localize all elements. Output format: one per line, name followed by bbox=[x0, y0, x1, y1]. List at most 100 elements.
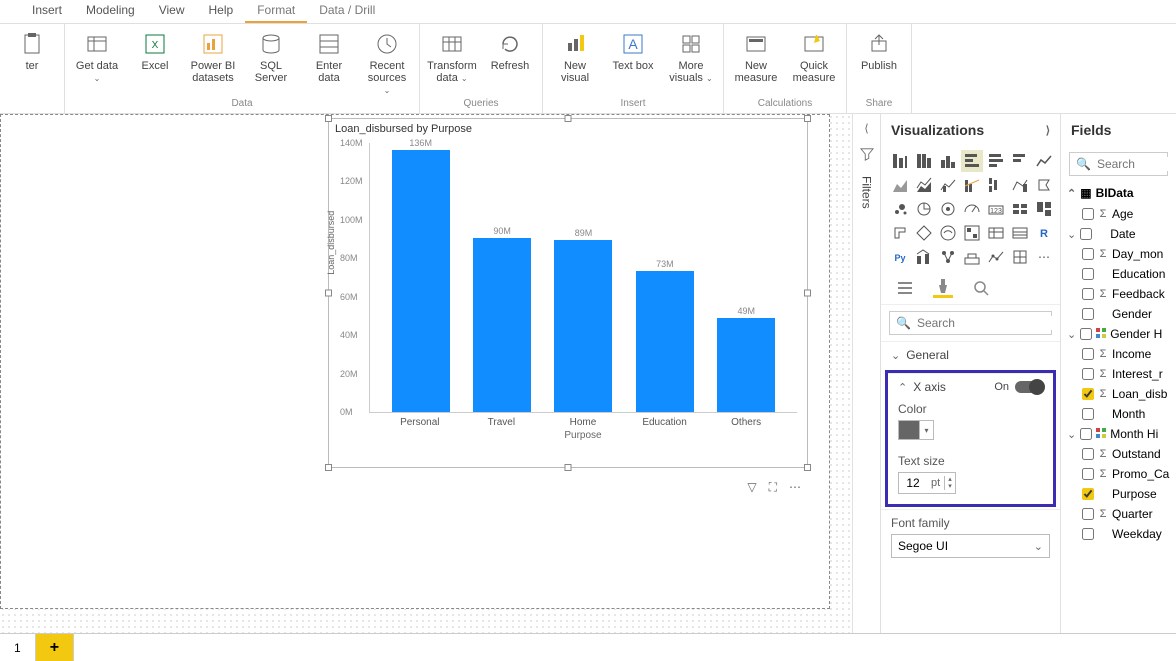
viz-type-15[interactable] bbox=[913, 198, 935, 220]
analytics-tab[interactable] bbox=[971, 278, 991, 298]
fields-tab[interactable] bbox=[895, 278, 915, 298]
format-tab[interactable] bbox=[933, 278, 953, 298]
field-checkbox[interactable] bbox=[1082, 348, 1094, 360]
focus-mode-icon[interactable]: ⛶ bbox=[769, 480, 777, 495]
field-checkbox[interactable] bbox=[1082, 368, 1094, 380]
add-page-button[interactable]: + bbox=[36, 634, 74, 661]
filters-rail[interactable]: ⟨ Filters bbox=[852, 114, 880, 633]
field-checkbox[interactable] bbox=[1082, 488, 1094, 500]
field-daymon[interactable]: ΣDay_mon bbox=[1061, 244, 1176, 264]
bar-others[interactable]: 49M bbox=[711, 306, 781, 413]
more-options-icon[interactable]: ⋯ bbox=[789, 480, 801, 495]
report-canvas[interactable]: Loan_disbursed by Purpose Loan_disbursed… bbox=[0, 114, 852, 633]
viz-type-19[interactable] bbox=[1009, 198, 1031, 220]
format-general-section[interactable]: ⌄General bbox=[881, 341, 1060, 368]
xaxis-toggle[interactable] bbox=[1015, 381, 1043, 393]
ribbon-morevisuals-button[interactable]: More visuals ⌄ bbox=[667, 26, 715, 84]
ribbon-enterdata-button[interactable]: Enter data bbox=[305, 26, 353, 84]
field-checkbox[interactable] bbox=[1082, 508, 1094, 520]
collapse-filters-icon[interactable]: ⟨ bbox=[864, 122, 868, 135]
viz-type-3[interactable] bbox=[961, 150, 983, 172]
viz-type-27[interactable]: R bbox=[1033, 222, 1055, 244]
filters-icon[interactable] bbox=[860, 147, 874, 164]
bar-chart-visual[interactable]: Loan_disbursed by Purpose Loan_disbursed… bbox=[328, 118, 808, 468]
field-checkbox[interactable] bbox=[1080, 228, 1092, 240]
bar-personal[interactable]: 136M bbox=[386, 138, 456, 412]
field-age[interactable]: ΣAge bbox=[1061, 204, 1176, 224]
format-xaxis-section[interactable]: ⌃X axis On Color ▾ Text size bbox=[888, 373, 1053, 504]
ribbon-refresh-button[interactable]: Refresh bbox=[486, 26, 534, 72]
viz-type-7[interactable] bbox=[889, 174, 911, 196]
field-checkbox[interactable] bbox=[1082, 448, 1094, 460]
viz-type-30[interactable] bbox=[937, 246, 959, 268]
menu-tab-datadrill[interactable]: Data / Drill bbox=[307, 0, 387, 23]
field-gender[interactable]: Gender bbox=[1061, 304, 1176, 324]
menu-tab-view[interactable]: View bbox=[147, 0, 197, 23]
bar-education[interactable]: 73M bbox=[630, 259, 700, 412]
viz-type-9[interactable] bbox=[937, 174, 959, 196]
ribbon-sqlserver-button[interactable]: SQL Server bbox=[247, 26, 295, 84]
viz-type-26[interactable] bbox=[1009, 222, 1031, 244]
field-genderh[interactable]: ⌄Gender H bbox=[1061, 324, 1176, 344]
viz-type-33[interactable] bbox=[1009, 246, 1031, 268]
viz-type-10[interactable] bbox=[961, 174, 983, 196]
viz-type-23[interactable] bbox=[937, 222, 959, 244]
viz-type-16[interactable] bbox=[937, 198, 959, 220]
viz-type-11[interactable] bbox=[985, 174, 1007, 196]
viz-type-31[interactable] bbox=[961, 246, 983, 268]
table-node[interactable]: ⌃ ▦ BIData bbox=[1061, 182, 1176, 204]
xaxis-textsize-input[interactable]: pt ▴▾ bbox=[898, 472, 956, 494]
ribbon-transformdata-button[interactable]: Transform data ⌄ bbox=[428, 26, 476, 84]
menu-tab-insert[interactable]: Insert bbox=[20, 0, 74, 23]
viz-type-5[interactable] bbox=[1009, 150, 1031, 172]
collapse-viz-icon[interactable]: ⟩ bbox=[1046, 124, 1050, 137]
ribbon-ter-button[interactable]: ter bbox=[8, 26, 56, 72]
viz-type-24[interactable] bbox=[961, 222, 983, 244]
viz-type-28[interactable]: Py bbox=[889, 246, 911, 268]
viz-type-21[interactable] bbox=[889, 222, 911, 244]
viz-type-2[interactable] bbox=[937, 150, 959, 172]
ribbon-textbox-button[interactable]: AText box bbox=[609, 26, 657, 72]
ribbon-quickmeasure-button[interactable]: Quick measure bbox=[790, 26, 838, 84]
filter-icon[interactable]: ▽ bbox=[747, 480, 756, 495]
textsize-spinner[interactable]: ▴▾ bbox=[944, 476, 955, 490]
menu-tab-modeling[interactable]: Modeling bbox=[74, 0, 147, 23]
format-search[interactable]: 🔍 bbox=[889, 311, 1052, 335]
viz-type-18[interactable]: 123 bbox=[985, 198, 1007, 220]
viz-type-4[interactable] bbox=[985, 150, 1007, 172]
viz-type-32[interactable] bbox=[985, 246, 1007, 268]
fields-search[interactable]: 🔍 bbox=[1069, 152, 1168, 176]
textsize-value[interactable] bbox=[899, 473, 927, 493]
format-search-input[interactable] bbox=[917, 316, 1060, 330]
viz-type-29[interactable] bbox=[913, 246, 935, 268]
viz-type-25[interactable] bbox=[985, 222, 1007, 244]
viz-type-0[interactable] bbox=[889, 150, 911, 172]
field-checkbox[interactable] bbox=[1082, 248, 1094, 260]
ribbon-excel-button[interactable]: XExcel bbox=[131, 26, 179, 72]
field-checkbox[interactable] bbox=[1082, 528, 1094, 540]
field-checkbox[interactable] bbox=[1082, 308, 1094, 320]
viz-type-12[interactable] bbox=[1009, 174, 1031, 196]
bar-home[interactable]: 89M bbox=[548, 228, 618, 412]
fields-search-input[interactable] bbox=[1097, 157, 1176, 171]
xaxis-color-picker[interactable]: ▾ bbox=[898, 420, 934, 440]
ribbon-newvisual-button[interactable]: New visual bbox=[551, 26, 599, 84]
field-weekday[interactable]: Weekday bbox=[1061, 524, 1176, 544]
field-promoca[interactable]: ΣPromo_Ca bbox=[1061, 464, 1176, 484]
ribbon-getdata-button[interactable]: Get data ⌄ bbox=[73, 26, 121, 84]
ribbon-recentsources-button[interactable]: Recent sources ⌄ bbox=[363, 26, 411, 96]
field-outstand[interactable]: ΣOutstand bbox=[1061, 444, 1176, 464]
field-checkbox[interactable] bbox=[1082, 388, 1094, 400]
menu-tab-format[interactable]: Format bbox=[245, 0, 307, 23]
field-checkbox[interactable] bbox=[1082, 288, 1094, 300]
field-checkbox[interactable] bbox=[1082, 208, 1094, 220]
field-purpose[interactable]: Purpose bbox=[1061, 484, 1176, 504]
viz-type-20[interactable] bbox=[1033, 198, 1055, 220]
fontfamily-select[interactable]: Segoe UI ⌄ bbox=[891, 534, 1050, 558]
field-month[interactable]: Month bbox=[1061, 404, 1176, 424]
viz-type-1[interactable] bbox=[913, 150, 935, 172]
menu-tab-help[interactable]: Help bbox=[197, 0, 246, 23]
page-tab-1[interactable]: 1 bbox=[0, 634, 36, 661]
ribbon-publish-button[interactable]: Publish bbox=[855, 26, 903, 72]
field-quarter[interactable]: ΣQuarter bbox=[1061, 504, 1176, 524]
